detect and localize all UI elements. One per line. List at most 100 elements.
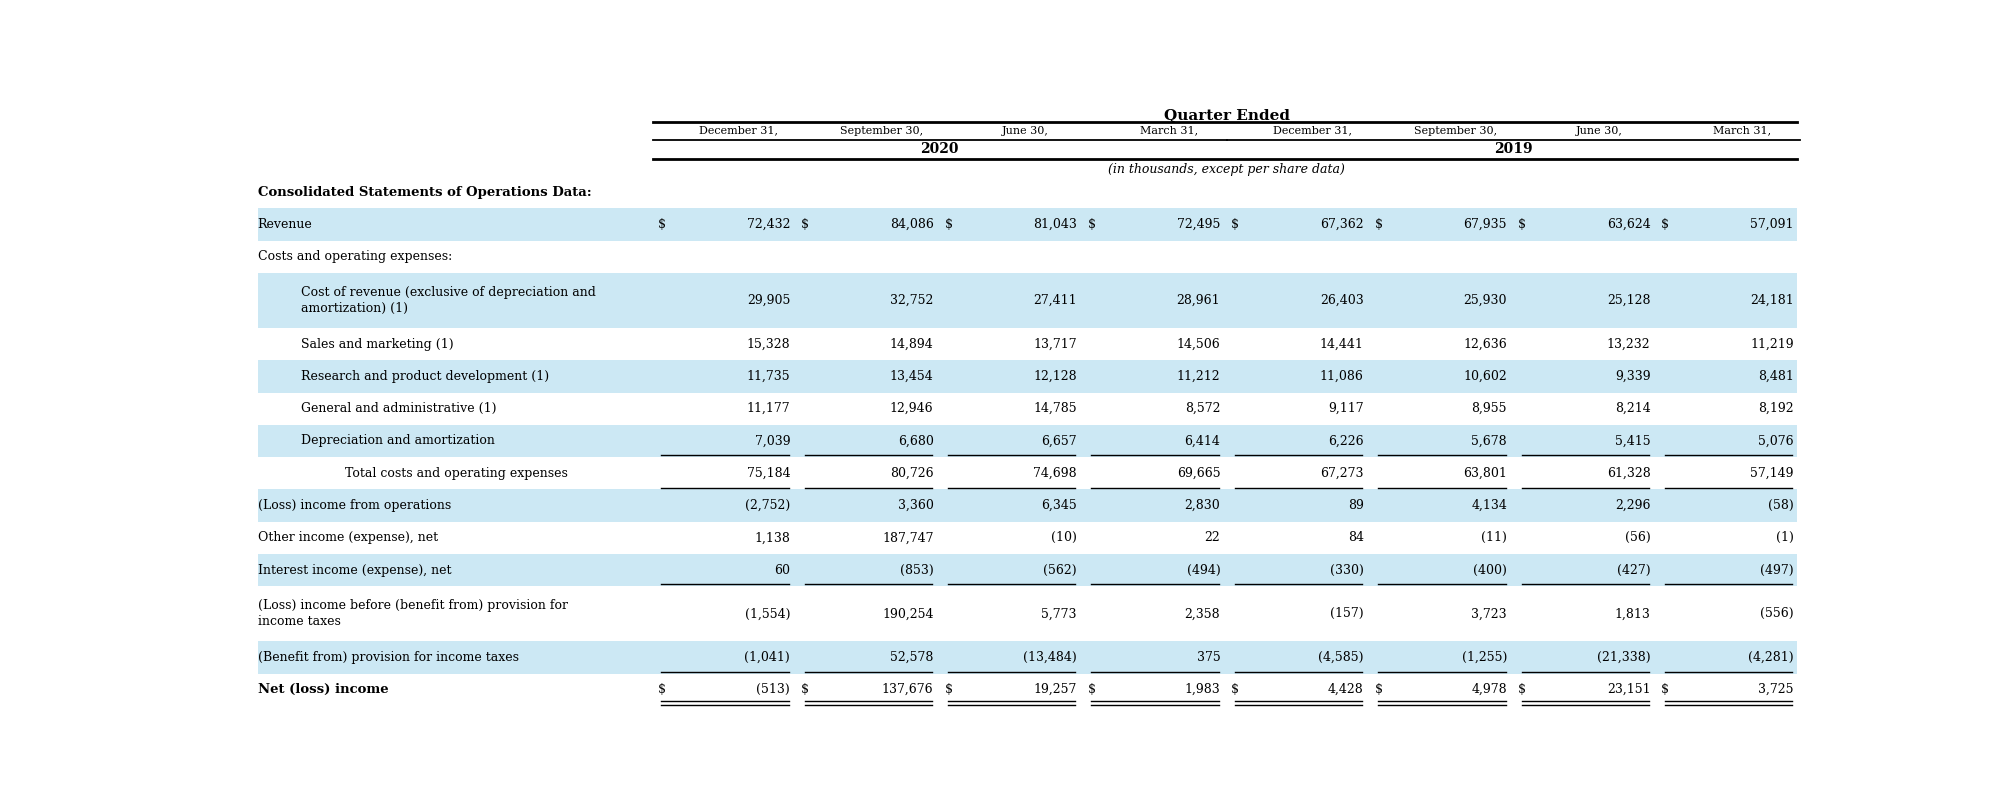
Text: $: $ <box>1662 218 1670 231</box>
Bar <box>258 425 1796 457</box>
Text: 6,680: 6,680 <box>898 434 934 447</box>
Text: 57,149: 57,149 <box>1750 466 1794 480</box>
Text: 52,578: 52,578 <box>890 651 934 664</box>
Text: Revenue: Revenue <box>258 218 312 231</box>
Text: Consolidated Statements of Operations Data:: Consolidated Statements of Operations Da… <box>258 186 592 198</box>
Text: 11,212: 11,212 <box>1176 370 1220 383</box>
Text: 69,665: 69,665 <box>1176 466 1220 480</box>
Text: 72,495: 72,495 <box>1176 218 1220 231</box>
Text: 25,930: 25,930 <box>1464 294 1508 307</box>
Text: $: $ <box>1518 218 1526 231</box>
Text: $: $ <box>1662 683 1670 696</box>
Text: $: $ <box>658 218 666 231</box>
Text: 32,752: 32,752 <box>890 294 934 307</box>
Text: 6,414: 6,414 <box>1184 434 1220 447</box>
Text: 11,735: 11,735 <box>746 370 790 383</box>
Text: (1,255): (1,255) <box>1462 651 1508 664</box>
Text: (400): (400) <box>1474 564 1508 577</box>
Text: Cost of revenue (exclusive of depreciation and
amortization) (1): Cost of revenue (exclusive of depreciati… <box>302 286 596 315</box>
Text: (11): (11) <box>1482 531 1508 544</box>
Text: (513): (513) <box>756 683 790 696</box>
Text: 22: 22 <box>1204 531 1220 544</box>
Text: 1,138: 1,138 <box>754 531 790 544</box>
Text: Costs and operating expenses:: Costs and operating expenses: <box>258 250 452 263</box>
Bar <box>258 393 1796 425</box>
Text: December 31,: December 31, <box>700 126 778 135</box>
Text: Depreciation and amortization: Depreciation and amortization <box>302 434 496 447</box>
Text: 13,232: 13,232 <box>1606 338 1650 350</box>
Text: 3,723: 3,723 <box>1472 607 1508 620</box>
Text: (56): (56) <box>1624 531 1650 544</box>
Text: 89: 89 <box>1348 499 1364 512</box>
Text: 8,192: 8,192 <box>1758 402 1794 415</box>
Text: 137,676: 137,676 <box>882 683 934 696</box>
Text: 2,296: 2,296 <box>1614 499 1650 512</box>
Bar <box>258 586 1796 642</box>
Text: 14,894: 14,894 <box>890 338 934 350</box>
Text: 84,086: 84,086 <box>890 218 934 231</box>
Text: 72,432: 72,432 <box>746 218 790 231</box>
Text: (494): (494) <box>1186 564 1220 577</box>
Text: 10,602: 10,602 <box>1464 370 1508 383</box>
Text: (4,281): (4,281) <box>1748 651 1794 664</box>
Text: Total costs and operating expenses: Total costs and operating expenses <box>344 466 568 480</box>
Text: 23,151: 23,151 <box>1606 683 1650 696</box>
Text: 190,254: 190,254 <box>882 607 934 620</box>
Bar <box>258 176 1796 208</box>
Text: 5,076: 5,076 <box>1758 434 1794 447</box>
Text: (1,041): (1,041) <box>744 651 790 664</box>
Bar <box>258 642 1796 674</box>
Text: 1,813: 1,813 <box>1614 607 1650 620</box>
Text: 2019: 2019 <box>1494 142 1532 155</box>
Text: 14,785: 14,785 <box>1034 402 1076 415</box>
Text: Net (loss) income: Net (loss) income <box>258 683 388 696</box>
Bar <box>258 457 1796 490</box>
Text: 57,091: 57,091 <box>1750 218 1794 231</box>
Text: (427): (427) <box>1616 564 1650 577</box>
Text: 4,978: 4,978 <box>1472 683 1508 696</box>
Text: (556): (556) <box>1760 607 1794 620</box>
Text: 14,441: 14,441 <box>1320 338 1364 350</box>
Text: 11,086: 11,086 <box>1320 370 1364 383</box>
Text: 15,328: 15,328 <box>746 338 790 350</box>
Text: $: $ <box>1374 218 1382 231</box>
Text: 1,983: 1,983 <box>1184 683 1220 696</box>
Text: 84: 84 <box>1348 531 1364 544</box>
Text: General and administrative (1): General and administrative (1) <box>302 402 496 415</box>
Text: 67,935: 67,935 <box>1464 218 1508 231</box>
Text: (562): (562) <box>1044 564 1076 577</box>
Text: 12,128: 12,128 <box>1034 370 1076 383</box>
Text: 12,636: 12,636 <box>1464 338 1508 350</box>
Text: $: $ <box>1232 218 1240 231</box>
Text: 5,773: 5,773 <box>1042 607 1076 620</box>
Text: 3,360: 3,360 <box>898 499 934 512</box>
Text: 8,572: 8,572 <box>1184 402 1220 415</box>
Bar <box>258 241 1796 273</box>
Text: $: $ <box>944 683 952 696</box>
Text: (in thousands, except per share data): (in thousands, except per share data) <box>1108 163 1344 176</box>
Text: 9,339: 9,339 <box>1614 370 1650 383</box>
Text: September 30,: September 30, <box>840 126 924 135</box>
Text: December 31,: December 31, <box>1272 126 1352 135</box>
Text: Quarter Ended: Quarter Ended <box>1164 108 1290 122</box>
Text: Research and product development (1): Research and product development (1) <box>302 370 550 383</box>
Text: 2,358: 2,358 <box>1184 607 1220 620</box>
Text: $: $ <box>658 683 666 696</box>
Text: 8,481: 8,481 <box>1758 370 1794 383</box>
Text: (853): (853) <box>900 564 934 577</box>
Text: $: $ <box>944 218 952 231</box>
Text: 81,043: 81,043 <box>1034 218 1076 231</box>
Text: (330): (330) <box>1330 564 1364 577</box>
Text: 61,328: 61,328 <box>1606 466 1650 480</box>
Text: June 30,: June 30, <box>1576 126 1622 135</box>
Text: 25,128: 25,128 <box>1606 294 1650 307</box>
Text: 5,678: 5,678 <box>1472 434 1508 447</box>
Text: Other income (expense), net: Other income (expense), net <box>258 531 438 544</box>
Text: 11,177: 11,177 <box>746 402 790 415</box>
Text: (58): (58) <box>1768 499 1794 512</box>
Text: 4,428: 4,428 <box>1328 683 1364 696</box>
Bar <box>258 554 1796 586</box>
Text: (10): (10) <box>1052 531 1076 544</box>
Text: 8,955: 8,955 <box>1472 402 1508 415</box>
Text: 11,219: 11,219 <box>1750 338 1794 350</box>
